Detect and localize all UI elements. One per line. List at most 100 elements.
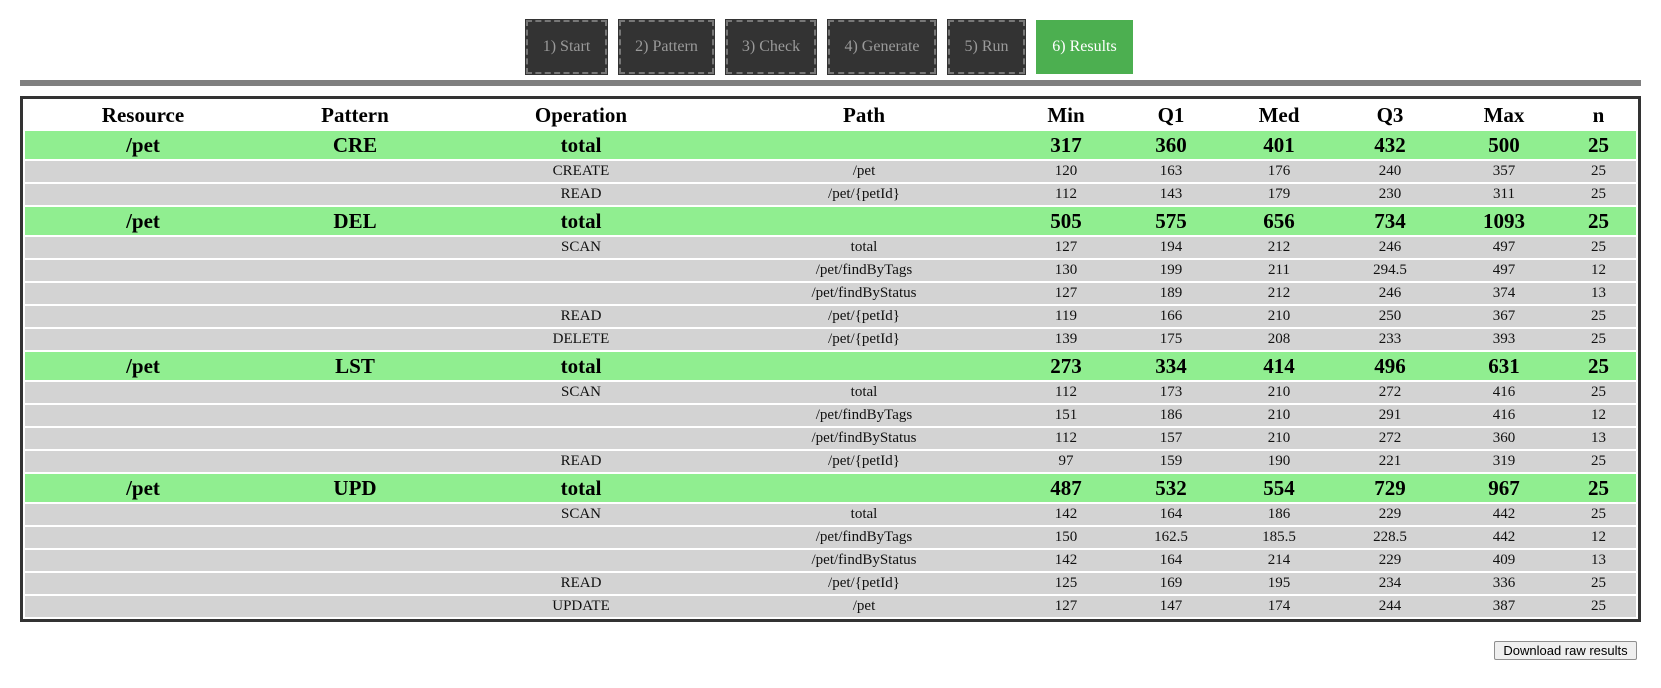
cell-path: /pet bbox=[852, 163, 876, 179]
cell-resource bbox=[25, 573, 261, 594]
step-results-tab[interactable]: 6) Results bbox=[1036, 20, 1133, 74]
cell-q3: 496 bbox=[1374, 353, 1406, 378]
cell-n: 25 bbox=[1591, 308, 1606, 324]
cell-max: 416 bbox=[1492, 384, 1516, 400]
step-navigation: 1) Start 2) Pattern 3) Check 4) Generate… bbox=[0, 19, 1661, 75]
cell-q3: 729 bbox=[1374, 475, 1406, 500]
cell-n: 25 bbox=[1591, 163, 1606, 179]
table-row: /pet/findByTags 150 162.5 185.5 228.5 442 12 bbox=[25, 527, 1636, 548]
cell-operation bbox=[449, 428, 713, 449]
table-row: DELETE/pet/{petId} 139 175 208 233 393 25 bbox=[25, 329, 1636, 350]
cell-max: 311 bbox=[1493, 186, 1515, 202]
cell-q1: 186 bbox=[1159, 407, 1183, 423]
cell-max: 631 bbox=[1488, 353, 1520, 378]
cell-q1: 199 bbox=[1159, 262, 1183, 278]
cell-min: 127 bbox=[1054, 239, 1078, 255]
cell-n: 25 bbox=[1591, 239, 1606, 255]
cell-operation: SCAN bbox=[560, 239, 601, 255]
cell-q3: 734 bbox=[1374, 208, 1406, 233]
cell-q3: 272 bbox=[1378, 430, 1402, 446]
cell-operation: total bbox=[560, 353, 602, 378]
cell-q1: 157 bbox=[1159, 430, 1183, 446]
cell-pattern bbox=[261, 550, 449, 571]
cell-pattern bbox=[261, 405, 449, 426]
cell-path: /pet/{petId} bbox=[828, 575, 900, 591]
cell-path bbox=[713, 131, 1015, 159]
cell-operation: CREATE bbox=[552, 163, 610, 179]
cell-path: /pet/{petId} bbox=[828, 308, 900, 324]
cell-min: 151 bbox=[1054, 407, 1078, 423]
cell-resource bbox=[25, 550, 261, 571]
cell-q3: 229 bbox=[1378, 552, 1402, 568]
cell-min: 112 bbox=[1055, 384, 1077, 400]
cell-med: 212 bbox=[1267, 285, 1291, 301]
column-header-path: Path bbox=[843, 102, 885, 127]
step-check-tab[interactable]: 3) Check bbox=[725, 19, 817, 75]
cell-q1: 360 bbox=[1155, 132, 1187, 157]
cell-q1: 169 bbox=[1159, 575, 1183, 591]
download-raw-results-button[interactable]: Download raw results bbox=[1494, 641, 1637, 660]
cell-resource bbox=[25, 260, 261, 281]
table-total-row: /pet DEL total 505 575 656 734 1093 25 bbox=[25, 207, 1636, 235]
cell-min: 112 bbox=[1055, 186, 1077, 202]
cell-q1: 166 bbox=[1159, 308, 1183, 324]
cell-n: 25 bbox=[1591, 575, 1606, 591]
cell-med: 401 bbox=[1263, 132, 1295, 157]
cell-operation: DELETE bbox=[552, 331, 610, 347]
cell-path: total bbox=[850, 239, 878, 255]
cell-operation: READ bbox=[560, 453, 602, 469]
cell-q1: 334 bbox=[1155, 353, 1187, 378]
cell-n: 12 bbox=[1591, 262, 1606, 278]
cell-min: 487 bbox=[1050, 475, 1082, 500]
table-row: READ/pet/{petId} 119 166 210 250 367 25 bbox=[25, 306, 1636, 327]
cell-max: 319 bbox=[1492, 453, 1516, 469]
cell-q3: 240 bbox=[1378, 163, 1402, 179]
cell-med: 210 bbox=[1267, 308, 1291, 324]
cell-path bbox=[713, 474, 1015, 502]
cell-n: 25 bbox=[1591, 186, 1606, 202]
cell-n: 25 bbox=[1591, 598, 1606, 614]
cell-max: 416 bbox=[1492, 407, 1516, 423]
cell-path: /pet/findByTags bbox=[815, 529, 913, 545]
cell-max: 360 bbox=[1492, 430, 1516, 446]
cell-med: 554 bbox=[1263, 475, 1295, 500]
divider bbox=[20, 80, 1641, 86]
cell-med: 212 bbox=[1267, 239, 1291, 255]
cell-resource bbox=[25, 596, 261, 617]
cell-min: 142 bbox=[1054, 506, 1078, 522]
cell-n: 25 bbox=[1588, 475, 1609, 500]
step-generate-tab[interactable]: 4) Generate bbox=[827, 19, 937, 75]
cell-operation: total bbox=[560, 132, 602, 157]
cell-path: /pet/{petId} bbox=[828, 331, 900, 347]
step-run-tab[interactable]: 5) Run bbox=[947, 19, 1026, 75]
cell-min: 317 bbox=[1050, 132, 1082, 157]
cell-n: 25 bbox=[1591, 453, 1606, 469]
cell-path: /pet/findByTags bbox=[815, 407, 913, 423]
cell-q3: 272 bbox=[1378, 384, 1402, 400]
cell-max: 497 bbox=[1492, 262, 1516, 278]
cell-q3: 229 bbox=[1378, 506, 1402, 522]
cell-med: 210 bbox=[1267, 430, 1291, 446]
column-header-min: Min bbox=[1047, 102, 1085, 127]
cell-min: 150 bbox=[1054, 529, 1078, 545]
cell-pattern bbox=[261, 382, 449, 403]
cell-resource: /pet bbox=[126, 132, 160, 157]
cell-path: /pet bbox=[852, 598, 876, 614]
step-pattern-tab[interactable]: 2) Pattern bbox=[618, 19, 715, 75]
cell-med: 190 bbox=[1267, 453, 1291, 469]
cell-pattern bbox=[261, 504, 449, 525]
step-start-tab[interactable]: 1) Start bbox=[525, 19, 608, 75]
cell-n: 25 bbox=[1591, 506, 1606, 522]
cell-resource bbox=[25, 451, 261, 472]
cell-min: 120 bbox=[1054, 163, 1078, 179]
cell-q1: 163 bbox=[1159, 163, 1183, 179]
cell-min: 127 bbox=[1054, 285, 1078, 301]
cell-n: 25 bbox=[1588, 208, 1609, 233]
cell-n: 12 bbox=[1591, 529, 1606, 545]
cell-resource: /pet bbox=[126, 353, 160, 378]
table-row: CREATE/pet 120 163 176 240 357 25 bbox=[25, 161, 1636, 182]
cell-med: 195 bbox=[1267, 575, 1291, 591]
results-table: Resource Pattern Operation Path Min Q1 M… bbox=[20, 96, 1641, 622]
cell-resource bbox=[25, 382, 261, 403]
cell-path: /pet/findByStatus bbox=[811, 552, 917, 568]
